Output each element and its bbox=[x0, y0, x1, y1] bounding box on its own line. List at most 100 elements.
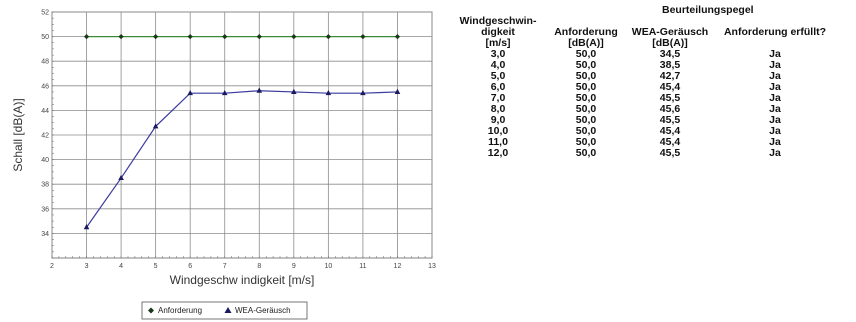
x-tick-label: 10 bbox=[324, 263, 332, 270]
x-tick-label: 7 bbox=[223, 263, 227, 270]
table-cell: Ja bbox=[769, 125, 781, 137]
series bbox=[83, 34, 401, 230]
table-cell: 50,0 bbox=[575, 81, 597, 93]
table-cell: 4,0 bbox=[490, 59, 506, 71]
table-cell: 38,5 bbox=[659, 59, 681, 71]
table-cell: Ja bbox=[769, 70, 781, 82]
table-cell: 5,0 bbox=[490, 70, 506, 82]
header-anforderung: Anforderung bbox=[554, 26, 618, 38]
table-cell: 45,5 bbox=[659, 114, 681, 126]
legend-anforderung-marker bbox=[148, 307, 154, 314]
table-cell: 50,0 bbox=[575, 136, 597, 148]
table-cell: 50,0 bbox=[575, 114, 597, 126]
data-point-wea bbox=[118, 174, 124, 181]
unit-windspeed: [m/s] bbox=[485, 37, 511, 49]
x-tick-label: 6 bbox=[188, 263, 192, 270]
y-axis-label: Schall [dB(A)] bbox=[11, 98, 25, 171]
legend: Anforderung WEA-Geräusch bbox=[141, 301, 308, 320]
x-axis-label: Windgeschw indigkeit [m/s] bbox=[170, 273, 315, 287]
y-tick-label: 46 bbox=[41, 83, 49, 90]
table-cell: 50,0 bbox=[575, 70, 597, 82]
table-cell: 45,6 bbox=[659, 103, 681, 115]
data-point-wea bbox=[256, 87, 263, 93]
y-tick-label: 40 bbox=[41, 157, 49, 164]
table-row: 12,0 50,0 45,5 Ja bbox=[448, 148, 834, 159]
table-cell: Ja bbox=[769, 59, 781, 71]
table-row: 8,0 50,0 45,6 Ja bbox=[448, 104, 834, 115]
table-cell: 50,0 bbox=[575, 59, 597, 71]
table-cell: Ja bbox=[769, 81, 781, 93]
table-cell: 45,4 bbox=[659, 81, 681, 93]
table-cell: 9,0 bbox=[490, 114, 506, 126]
x-tick-label: 9 bbox=[292, 263, 296, 270]
data-table: Beurteilungspegel Windgeschwin- digkeit … bbox=[448, 5, 834, 159]
table-cell: 42,7 bbox=[659, 70, 681, 82]
header-erfuellt: Anforderung erfüllt? bbox=[723, 26, 827, 38]
x-tick-label: 4 bbox=[119, 263, 123, 270]
column-header-row: Windgeschwin- digkeit Anforderung WEA-Ge… bbox=[448, 16, 834, 38]
header-windspeed: Windgeschwin- digkeit bbox=[459, 15, 537, 38]
table-row: 7,0 50,0 45,5 Ja bbox=[448, 93, 834, 104]
unit-row: [m/s] [dB(A)] [dB(A)] bbox=[448, 38, 834, 49]
header-wea: WEA-Geräusch bbox=[631, 26, 709, 38]
table-cell: Ja bbox=[769, 103, 781, 115]
table-cell: 8,0 bbox=[490, 103, 506, 115]
table-cell: Ja bbox=[769, 136, 781, 148]
series-line-1 bbox=[86, 90, 398, 228]
data-point-anforderung bbox=[325, 34, 331, 40]
table-cell: 11,0 bbox=[488, 136, 508, 148]
data-point-wea bbox=[291, 88, 297, 94]
table-row: 9,0 50,0 45,5 Ja bbox=[448, 115, 834, 126]
data-point-wea bbox=[187, 89, 193, 96]
table-cell: 34,5 bbox=[659, 48, 681, 60]
table-cell: 45,4 bbox=[659, 136, 681, 148]
legend-anforderung-label: Anforderung bbox=[158, 306, 202, 315]
x-tick-label: 5 bbox=[154, 263, 158, 270]
y-tick-label: 50 bbox=[41, 34, 49, 41]
data-point-wea bbox=[152, 123, 159, 129]
data-point-wea bbox=[83, 224, 90, 230]
y-tick-label: 48 bbox=[41, 59, 49, 66]
data-point-wea bbox=[360, 89, 366, 96]
y-tick-label: 42 bbox=[41, 133, 49, 140]
data-point-anforderung bbox=[256, 34, 262, 40]
legend-wea-marker bbox=[224, 307, 232, 313]
y-tick-label: 36 bbox=[41, 206, 49, 213]
data-point-anforderung bbox=[291, 34, 297, 40]
data-point-wea bbox=[221, 89, 228, 96]
x-tick-label: 3 bbox=[85, 263, 89, 270]
table-cell: 10,0 bbox=[487, 125, 509, 137]
legend-wea-label: WEA-Geräusch bbox=[235, 306, 291, 315]
data-point-anforderung bbox=[394, 34, 401, 40]
table-cell: Ja bbox=[769, 147, 781, 159]
table-cell: Ja bbox=[769, 114, 781, 126]
x-tick-label: 11 bbox=[359, 263, 366, 270]
data-point-anforderung bbox=[222, 34, 228, 40]
x-tick-label: 8 bbox=[257, 263, 261, 270]
x-tick-label: 13 bbox=[428, 263, 436, 270]
x-tick-label: 12 bbox=[394, 263, 402, 270]
data-point-anforderung bbox=[118, 34, 124, 40]
table-cell: Ja bbox=[769, 92, 781, 104]
y-tick-label: 44 bbox=[41, 108, 49, 115]
legend-box bbox=[141, 301, 308, 320]
data-point-wea bbox=[325, 89, 332, 96]
table-row: 5,0 50,0 42,7 Ja bbox=[448, 71, 834, 82]
table-cell: 50,0 bbox=[575, 125, 597, 137]
y-tick-label: 52 bbox=[41, 10, 49, 17]
table-cell: 6,0 bbox=[490, 81, 506, 93]
y-tick-label: 34 bbox=[41, 231, 49, 238]
data-point-anforderung bbox=[360, 34, 366, 40]
table-cell: 7,0 bbox=[490, 92, 506, 104]
table-row: 11,0 50,0 45,4 Ja bbox=[448, 137, 834, 148]
table-cell: Ja bbox=[769, 48, 781, 60]
y-tick-label: 38 bbox=[41, 182, 49, 189]
data-point-anforderung bbox=[83, 34, 90, 40]
table-row: 10,0 50,0 45,4 Ja bbox=[448, 126, 834, 137]
unit-anforderung: [dB(A)] bbox=[568, 37, 604, 49]
table-cell: 50,0 bbox=[575, 48, 597, 60]
data-point-anforderung bbox=[153, 34, 159, 40]
table-cell: 45,4 bbox=[659, 125, 681, 137]
